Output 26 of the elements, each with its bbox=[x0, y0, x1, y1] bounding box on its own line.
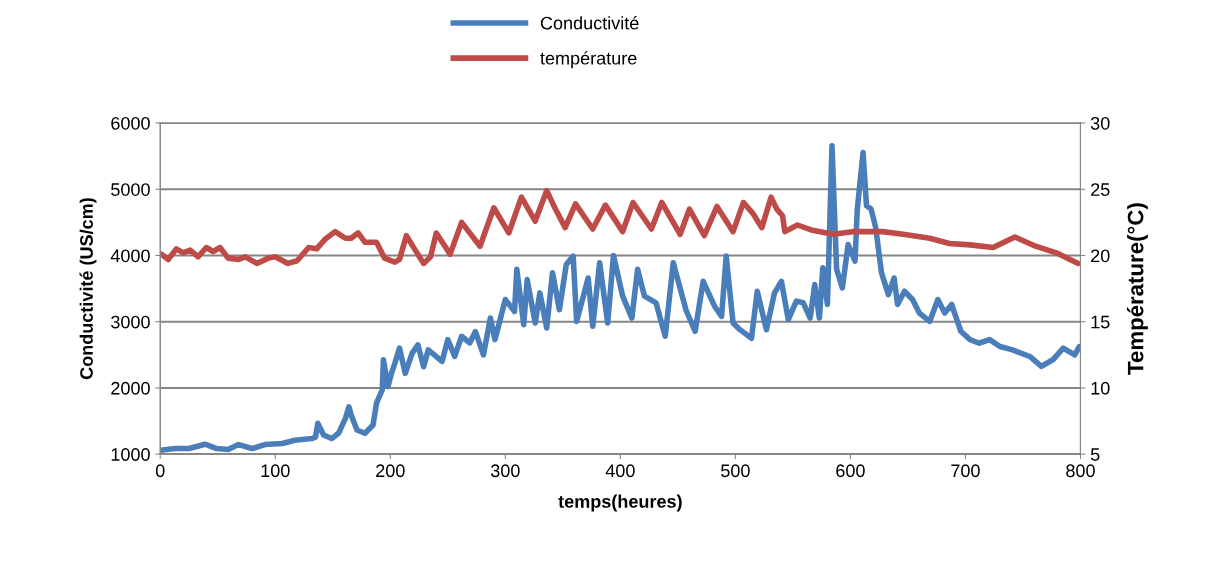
y2-tick-label: 10 bbox=[1091, 381, 1110, 395]
x-tick-label: 200 bbox=[376, 464, 405, 478]
y-tick-label: 3000 bbox=[111, 315, 150, 329]
y2-tick-label: 30 bbox=[1090, 116, 1110, 130]
y-tick-label: 2000 bbox=[111, 381, 150, 395]
y2-tick-label: 20 bbox=[1091, 249, 1110, 263]
x-axis-title: temps(heures) bbox=[558, 494, 682, 512]
y-tick-label: 5000 bbox=[111, 183, 150, 196]
x-tick-label: 0 bbox=[155, 464, 165, 478]
y-tick-label: 4000 bbox=[110, 249, 150, 263]
x-tick-label: 400 bbox=[605, 464, 635, 478]
y-tick-label: 1000 bbox=[111, 448, 150, 461]
y-tick-label: 6000 bbox=[111, 116, 150, 130]
x-tick-label: 500 bbox=[721, 464, 750, 478]
legend-label: température bbox=[540, 51, 637, 69]
x-tick-label: 800 bbox=[1066, 464, 1095, 478]
y2-axis-title: Température(°C) bbox=[1126, 203, 1148, 375]
y2-tick-label: 25 bbox=[1091, 183, 1110, 196]
legend-label: Conductivité bbox=[540, 16, 639, 30]
x-tick-label: 300 bbox=[490, 464, 520, 478]
y2-tick-label: 15 bbox=[1091, 315, 1110, 329]
x-tick-label: 100 bbox=[261, 464, 290, 478]
y2-tick-label: 5 bbox=[1090, 448, 1100, 461]
x-tick-label: 700 bbox=[951, 464, 980, 478]
y-axis-title: Conductivité (US/cm) bbox=[79, 198, 97, 380]
x-tick-label: 600 bbox=[836, 464, 865, 478]
